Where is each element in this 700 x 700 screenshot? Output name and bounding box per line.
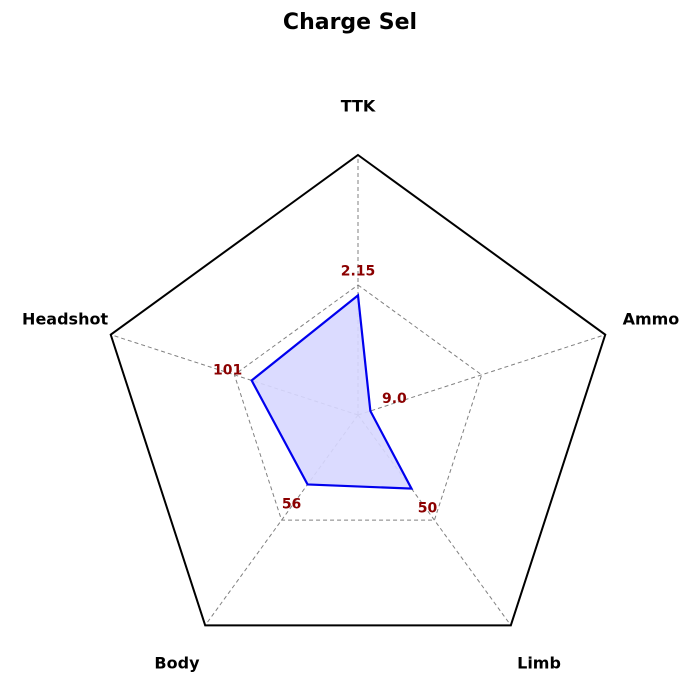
value-label: 56	[282, 496, 301, 512]
value-label: 50	[418, 501, 438, 517]
grid-ring	[233, 284, 483, 521]
series-area	[251, 295, 412, 489]
value-label: 101	[213, 362, 242, 378]
value-label: 9.0	[382, 391, 407, 407]
chart-title: Charge Sel	[282, 10, 418, 35]
series-line	[250, 293, 414, 490]
axis-label: Body	[154, 654, 200, 673]
axis-label: TTK	[341, 97, 376, 116]
outer-border	[109, 153, 607, 627]
value-label: 2.15	[341, 263, 376, 279]
axis-label: Limb	[517, 654, 561, 673]
grid-spoke	[357, 334, 606, 416]
axis-label: Headshot	[22, 309, 108, 328]
axis-label: Ammo	[623, 309, 680, 328]
